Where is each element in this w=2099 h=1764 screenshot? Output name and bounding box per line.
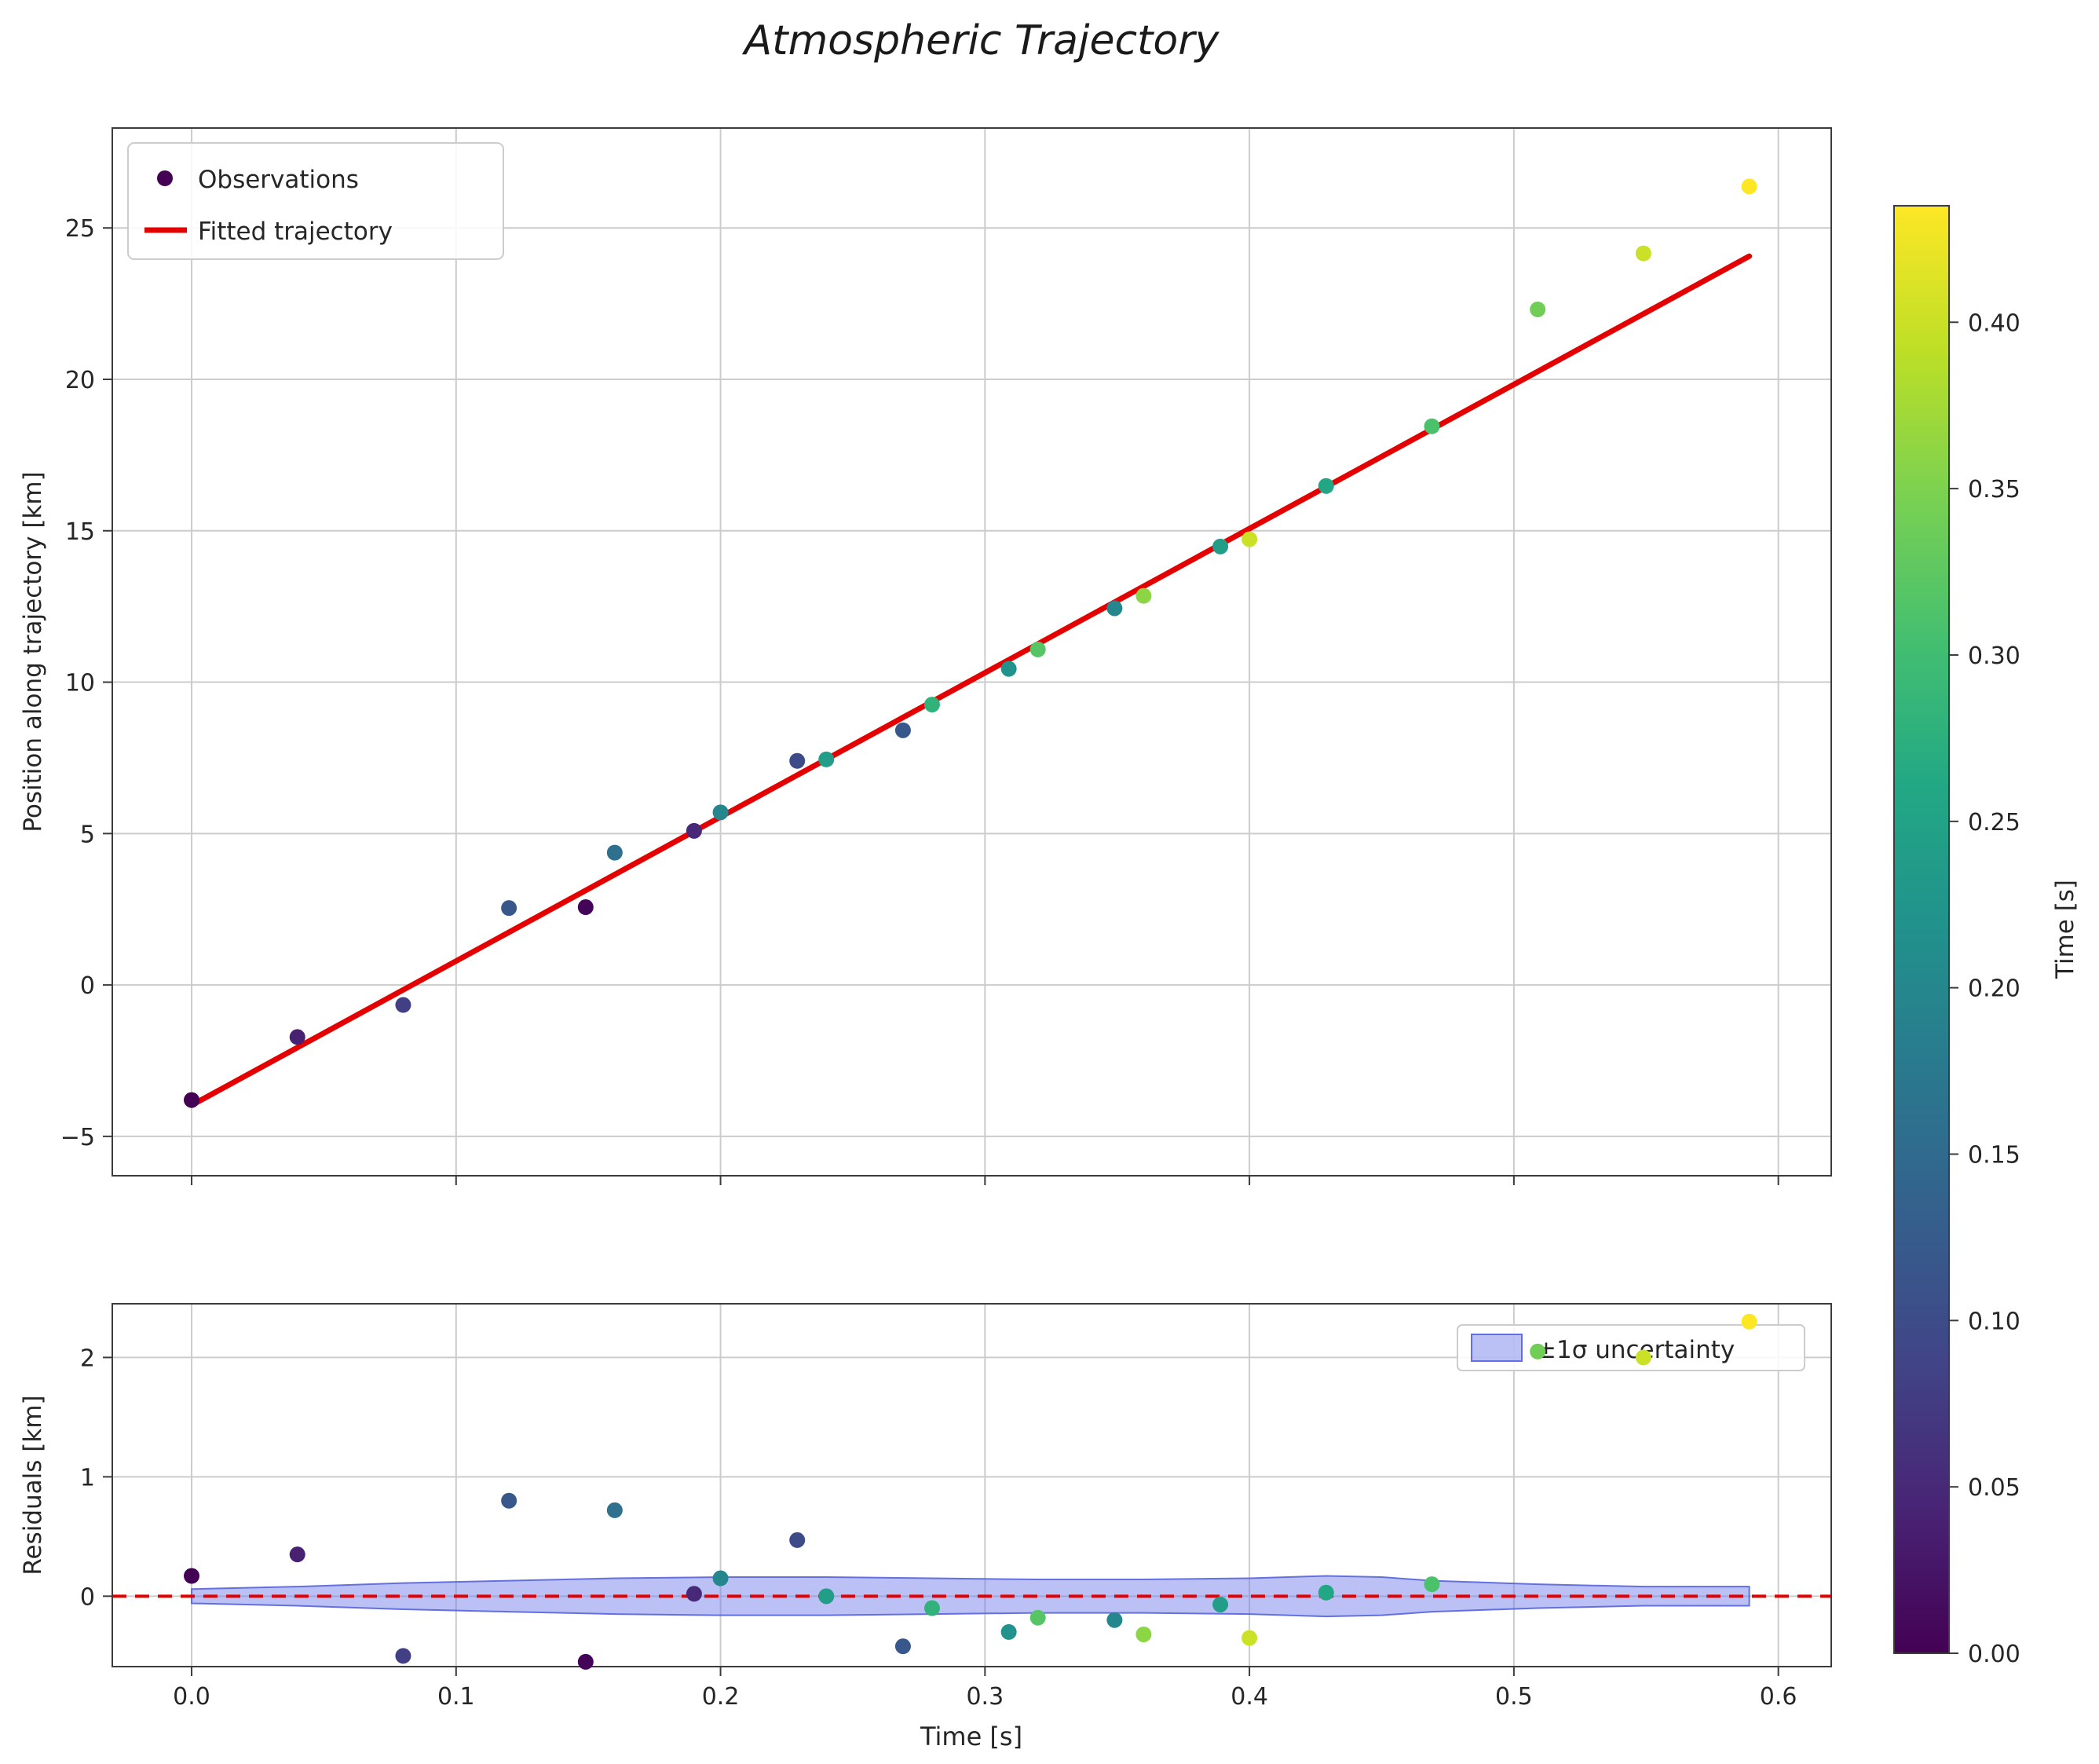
legend-fit-label: Fitted trajectory bbox=[198, 218, 393, 246]
observation-point bbox=[1635, 245, 1651, 262]
colorbar bbox=[1893, 205, 1950, 1654]
residual-point bbox=[1000, 1623, 1017, 1640]
observation-point bbox=[606, 844, 623, 861]
observation-point bbox=[789, 752, 806, 769]
residual-point bbox=[577, 1653, 594, 1670]
observation-point bbox=[1212, 538, 1229, 554]
main-legend: Observations Fitted trajectory bbox=[127, 142, 504, 260]
legend-band-swatch bbox=[1471, 1334, 1523, 1362]
observation-point bbox=[1424, 418, 1440, 434]
observation-point bbox=[818, 751, 835, 767]
residual-point bbox=[1106, 1612, 1123, 1628]
uncertainty-band bbox=[191, 1575, 1750, 1618]
observation-point bbox=[577, 899, 594, 916]
observation-point bbox=[184, 1092, 200, 1108]
colorbar-tick-label: 0.15 bbox=[1968, 1141, 2020, 1169]
main-axes: −5 0 5 10 15 20 25 Observations Fitted trajector… bbox=[60, 127, 1832, 1185]
residual-point bbox=[1424, 1576, 1440, 1593]
colorbar-tick-label: 0.40 bbox=[1968, 309, 2020, 337]
colorbar-tick-label: 0.30 bbox=[1968, 642, 2020, 670]
x-tick-label: 0.6 bbox=[1760, 1683, 1797, 1711]
colorbar-tick-label: 0.05 bbox=[1968, 1474, 2020, 1502]
y-tick-label: 10 bbox=[65, 670, 95, 697]
residual-point bbox=[818, 1588, 835, 1605]
y-tick-label: 2 bbox=[80, 1345, 95, 1372]
y-axis-label-residuals: Residuals [km] bbox=[19, 1395, 47, 1576]
legend-frame bbox=[1457, 1324, 1805, 1371]
observation-point bbox=[1135, 587, 1152, 604]
observation-point bbox=[501, 900, 517, 917]
residual-legend: ±1σ uncertainty bbox=[1457, 1324, 1805, 1371]
fitted-trajectory-line bbox=[188, 253, 1753, 1108]
y-tick-label: 20 bbox=[65, 367, 95, 394]
colorbar-label: Time [s] bbox=[2051, 879, 2079, 979]
residual-point bbox=[606, 1502, 623, 1518]
x-tick-label: 0.4 bbox=[1231, 1683, 1268, 1711]
x-axis-label: Time [s] bbox=[920, 1722, 1023, 1751]
residual-point bbox=[789, 1532, 806, 1548]
observation-point bbox=[1318, 478, 1334, 494]
x-tick-label: 0.1 bbox=[437, 1683, 475, 1711]
residual-axes: 0 1 2 0.0 0.1 0.2 0.3 0.4 0.5 0.6 ±1σ uncertainty bbox=[80, 1303, 1832, 1711]
residual-point bbox=[1530, 1343, 1546, 1360]
residual-point bbox=[712, 1570, 729, 1587]
y-tick-label: 1 bbox=[80, 1464, 95, 1491]
residual-point bbox=[1135, 1626, 1152, 1642]
y-tick-label: −5 bbox=[60, 1124, 95, 1151]
axes-frame bbox=[112, 127, 1832, 1177]
axes-frame bbox=[112, 1303, 1832, 1667]
residual-point bbox=[1741, 1313, 1757, 1330]
observation-point bbox=[686, 822, 702, 839]
observation-point bbox=[712, 804, 729, 821]
x-tick-label: 0.0 bbox=[173, 1683, 210, 1711]
residual-point bbox=[894, 1638, 911, 1655]
y-axis-label-main: Position along trajectory [km] bbox=[19, 471, 47, 833]
residual-point bbox=[1318, 1584, 1334, 1601]
residual-point bbox=[1212, 1596, 1229, 1612]
residual-point bbox=[184, 1568, 200, 1584]
colorbar-tick-label: 0.10 bbox=[1968, 1308, 2020, 1335]
residual-point bbox=[923, 1600, 940, 1616]
colorbar-tick-label: 0.20 bbox=[1968, 975, 2020, 1003]
x-tick-label: 0.2 bbox=[702, 1683, 740, 1711]
observation-point bbox=[289, 1029, 305, 1045]
residual-point bbox=[395, 1648, 411, 1664]
observation-point bbox=[1029, 641, 1046, 657]
colorbar-tick-label: 0.35 bbox=[1968, 476, 2020, 503]
colorbar-tick-label: 0.25 bbox=[1968, 809, 2020, 836]
observation-point bbox=[1741, 178, 1757, 195]
y-tick-label: 0 bbox=[80, 1583, 95, 1611]
observation-point bbox=[1000, 661, 1017, 677]
legend-band-label: ±1σ uncertainty bbox=[1536, 1336, 1735, 1364]
x-tick-label: 0.3 bbox=[966, 1683, 1004, 1711]
legend-frame bbox=[127, 142, 504, 260]
observation-point bbox=[395, 997, 411, 1013]
y-tick-label: 5 bbox=[80, 821, 95, 848]
residual-point bbox=[686, 1586, 702, 1602]
legend-observations-label: Observations bbox=[198, 166, 359, 194]
y-tick-label: 25 bbox=[65, 215, 95, 243]
observation-point bbox=[894, 722, 911, 738]
legend-observations-marker bbox=[157, 170, 173, 186]
residual-point bbox=[501, 1492, 517, 1509]
observation-point bbox=[923, 697, 940, 713]
residual-point bbox=[1241, 1630, 1258, 1646]
y-tick-label: 0 bbox=[80, 972, 95, 1000]
chart-title: Atmospheric Trajectory bbox=[744, 17, 1220, 64]
residual-point bbox=[1029, 1609, 1046, 1626]
x-tick-label: 0.5 bbox=[1495, 1683, 1533, 1711]
residual-point bbox=[1635, 1349, 1651, 1366]
residual-point bbox=[289, 1546, 305, 1563]
observation-point bbox=[1106, 600, 1123, 617]
y-tick-label: 15 bbox=[65, 518, 95, 546]
colorbar-tick-label: 0.00 bbox=[1968, 1641, 2020, 1668]
observation-point bbox=[1530, 301, 1546, 317]
observation-point bbox=[1241, 531, 1258, 547]
